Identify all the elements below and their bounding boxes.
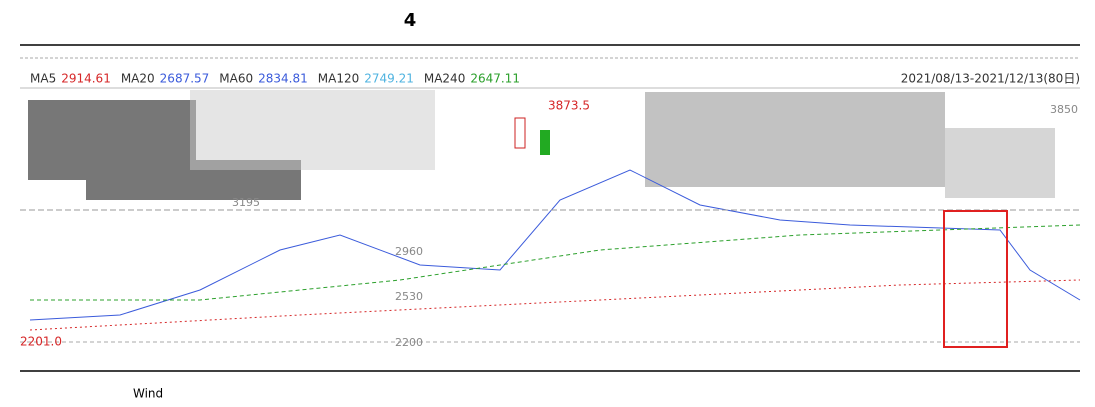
trace (29, 279, 1081, 331)
highlight-box (943, 210, 1008, 348)
price-label: 2201.0 (20, 335, 62, 349)
block (190, 90, 435, 170)
legend-name: MA20 (121, 72, 155, 86)
price-label: 2960 (395, 245, 423, 258)
mark (514, 117, 526, 149)
price-label: 2530 (395, 290, 423, 303)
legend-value: 2749.21 (364, 72, 414, 86)
legend-value: 2647.11 (470, 72, 520, 86)
legend-name: MA5 (30, 72, 56, 86)
legend-name: MA60 (219, 72, 253, 86)
trace (29, 169, 1081, 321)
price-label: 3850 (1050, 103, 1078, 116)
block (645, 92, 945, 187)
legend-value: 2914.61 (61, 72, 111, 86)
trace (30, 224, 1081, 301)
legend: MA5 2914.61 MA20 2687.57 MA60 2834.81 MA120 274… (30, 72, 520, 86)
price-label: 2200 (395, 336, 423, 349)
legend-value: 2834.81 (258, 72, 308, 86)
legend-value: 2687.57 (160, 72, 210, 86)
legend-name: MA240 (424, 72, 465, 86)
title: 4 (404, 10, 417, 31)
block (945, 128, 1055, 198)
legend-name: MA120 (318, 72, 359, 86)
date-range: 2021/08/13-2021/12/13(80日) (901, 72, 1080, 86)
price-label: 3873.5 (548, 99, 590, 113)
source: Wind (133, 387, 163, 401)
mark (540, 130, 550, 155)
price-label: 3195 (232, 196, 260, 209)
